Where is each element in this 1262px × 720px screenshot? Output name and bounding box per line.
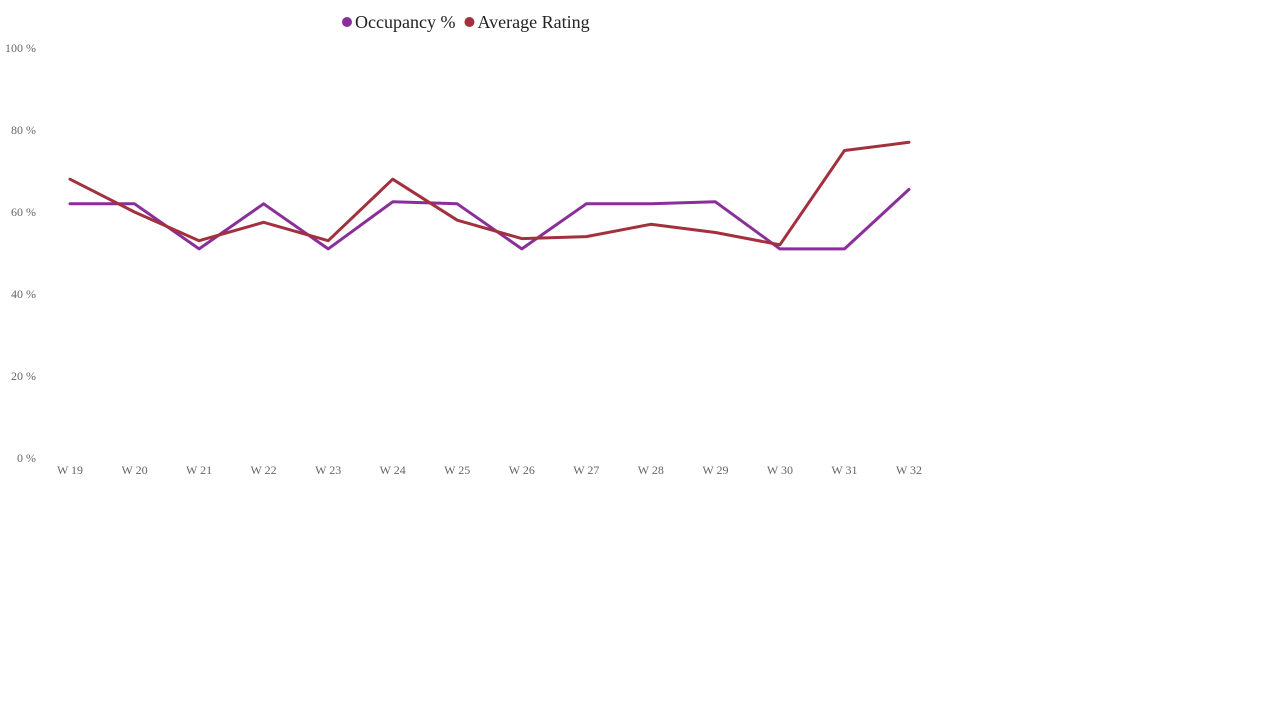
x-tick-label: W 28 [638,463,664,477]
x-axis: W 19 W 20 W 21 W 22 W 23 W 24 W 25 W 26 W 27 W 28… [57,463,922,477]
legend-marker-occupancy [342,17,352,27]
x-tick-label: W 26 [509,463,535,477]
series-line-average-rating [68,140,911,247]
x-tick-label: W 31 [831,463,857,477]
x-tick-label: W 27 [573,463,599,477]
x-tick-label: W 22 [251,463,277,477]
x-tick-label: W 25 [444,463,470,477]
x-tick-label: W 23 [315,463,341,477]
x-tick-label: W 29 [702,463,728,477]
legend: Occupancy % Average Rating [342,12,590,32]
x-tick-label: W 19 [57,463,83,477]
x-tick-label: W 21 [186,463,212,477]
x-tick-label: W 32 [896,463,922,477]
y-tick-label: 80 % [11,123,36,137]
series-line-occupancy [68,187,911,251]
legend-marker-average-rating [464,17,475,27]
y-tick-label: 0 % [17,451,36,465]
series-lines [68,140,911,251]
y-tick-label: 40 % [11,287,36,301]
x-tick-label: W 30 [767,463,793,477]
legend-label-occupancy: Occupancy % [355,12,455,32]
y-tick-label: 100 % [5,41,36,55]
x-tick-label: W 24 [380,463,406,477]
y-tick-label: 60 % [11,205,36,219]
y-tick-label: 20 % [11,369,36,383]
x-tick-label: W 20 [121,463,147,477]
legend-label-average-rating: Average Rating [477,12,589,32]
y-axis: 0 % 20 % 40 % 60 % 80 % 100 % [5,41,36,465]
